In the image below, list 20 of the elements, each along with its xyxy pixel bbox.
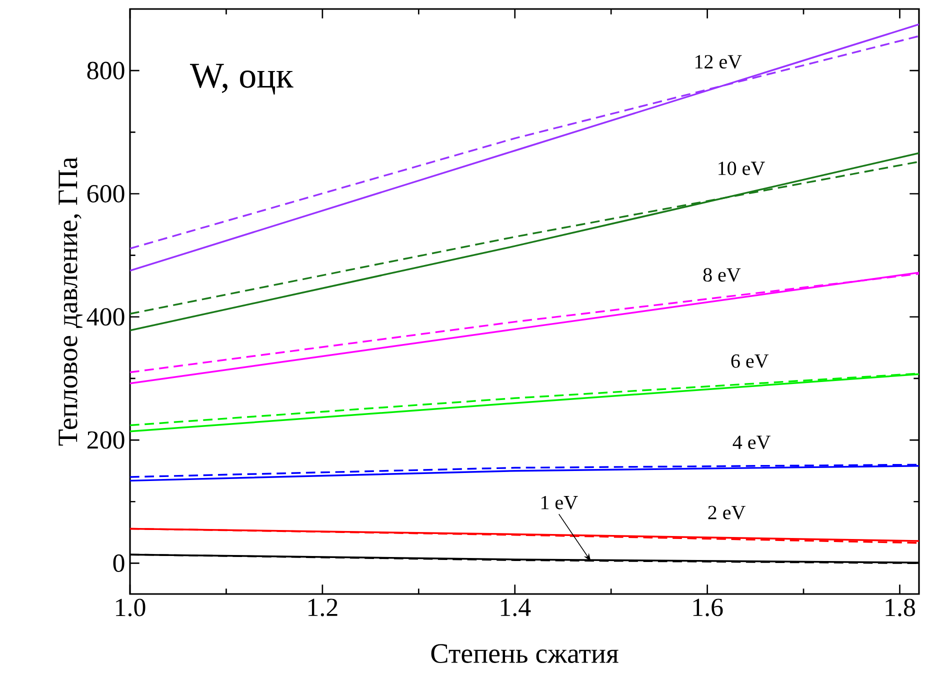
annotation: 6 eV [731,354,769,368]
y-tick-label: 200 [87,431,124,449]
x-tick-label: 1.2 [308,598,338,616]
annotation: 12 eV [695,55,742,69]
y-tick-label: 400 [86,308,124,326]
y-tick-label: 0 [113,554,124,572]
x-tick-label: 1.0 [116,598,146,616]
annotation: 10 eV [718,162,765,176]
annotation: W, оцк [190,64,294,94]
x-tick-label: 1.6 [693,598,723,616]
x-tick-label: 1.8 [886,598,915,616]
annotation: 1 eV [541,496,578,510]
y-tick-label: 800 [87,62,124,80]
annotation: 2 eV [708,506,746,520]
annotation: 4 eV [732,436,771,450]
y-axis-title: Тепловое давление, ГПа [58,157,82,446]
x-tick-label: 1.4 [500,598,531,616]
x-axis-title: Степень сжатия [431,644,618,663]
annotation: 8 eV [703,268,741,282]
y-tick-label: 600 [87,184,124,202]
